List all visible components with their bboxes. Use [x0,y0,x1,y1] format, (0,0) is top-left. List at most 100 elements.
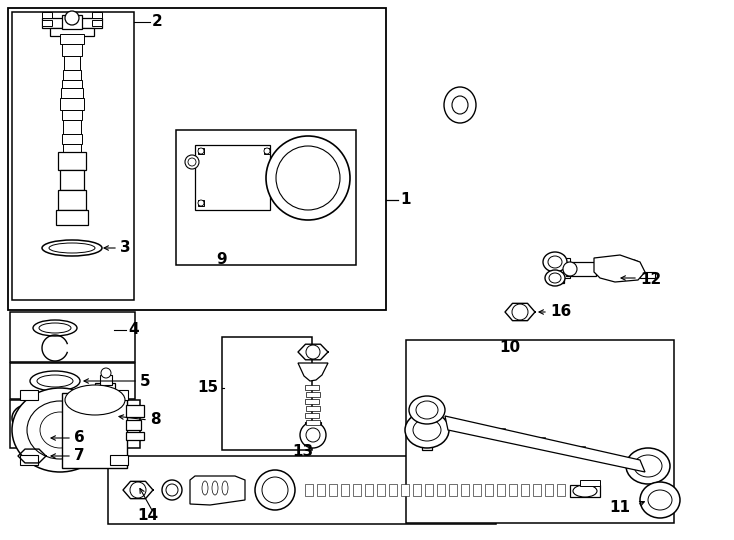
Ellipse shape [39,323,71,333]
Ellipse shape [30,371,80,391]
Ellipse shape [162,480,182,500]
Bar [556,255,564,283]
Bar [473,484,481,496]
Ellipse shape [444,87,476,123]
Bar [566,262,596,276]
Bar [92,12,102,18]
Bar [640,460,656,476]
Bar [545,484,553,496]
Bar [329,484,337,496]
Ellipse shape [166,484,178,496]
Bar [533,484,541,496]
Bar [62,15,82,29]
Bar [550,272,570,278]
Bar [401,484,409,496]
Bar [557,484,565,496]
Bar [365,484,373,496]
Ellipse shape [255,470,295,510]
Ellipse shape [413,419,441,441]
Text: 2: 2 [152,15,163,30]
Ellipse shape [543,252,567,272]
Text: 8: 8 [150,413,161,428]
Bar [95,383,115,401]
Ellipse shape [222,481,228,495]
Bar [110,390,128,400]
Circle shape [65,11,79,25]
Bar [126,420,141,430]
Text: 12: 12 [640,272,661,287]
Text: 7: 7 [74,449,84,463]
Bar [100,375,112,385]
Ellipse shape [634,455,662,477]
Bar [42,20,52,26]
Bar [42,18,102,28]
Circle shape [512,304,528,320]
Circle shape [264,148,270,154]
Text: 15: 15 [197,381,218,395]
Bar [305,484,313,496]
Text: 6: 6 [74,430,84,445]
Circle shape [306,428,320,442]
Bar [198,148,204,154]
Bar [306,406,320,411]
Bar [413,484,421,496]
Bar [437,484,445,496]
Circle shape [629,264,637,272]
Bar [449,484,457,496]
Bar [126,405,144,417]
Bar [550,258,570,264]
Bar [62,80,82,88]
Bar [485,484,493,496]
Bar [126,432,144,440]
Bar [306,392,320,397]
Bar [580,480,600,486]
Circle shape [198,148,204,154]
Circle shape [130,482,146,498]
Bar [62,44,82,56]
Bar [570,485,600,497]
Bar [500,428,505,433]
Ellipse shape [409,396,445,424]
Polygon shape [298,363,328,381]
Bar [406,340,674,523]
Bar [110,455,128,465]
Bar [62,110,82,120]
Bar [264,148,270,154]
Text: 1: 1 [400,192,410,207]
Bar [108,456,496,524]
Circle shape [198,200,204,206]
Bar [10,363,135,399]
Ellipse shape [202,481,208,495]
Bar [341,484,349,496]
Ellipse shape [416,401,438,419]
Bar [305,399,319,404]
Text: 14: 14 [137,509,159,523]
Ellipse shape [648,490,672,510]
Ellipse shape [77,404,113,432]
Bar [497,484,505,496]
Ellipse shape [42,240,102,256]
Ellipse shape [405,412,449,448]
Bar [28,412,108,424]
Bar [305,422,321,437]
Polygon shape [190,476,245,505]
Bar [422,410,432,450]
Bar [60,98,84,110]
Bar [12,12,134,300]
Bar [306,420,320,425]
Ellipse shape [548,256,562,268]
Polygon shape [445,416,645,472]
Bar [222,337,312,450]
Bar [93,404,103,414]
Bar [8,8,386,310]
Circle shape [188,158,196,166]
Bar [195,145,270,210]
Bar [353,484,361,496]
Bar [63,144,81,152]
Bar [389,484,397,496]
Ellipse shape [276,146,340,210]
Bar [10,312,135,362]
Bar [540,437,545,442]
Ellipse shape [12,388,108,472]
Bar [521,484,529,496]
